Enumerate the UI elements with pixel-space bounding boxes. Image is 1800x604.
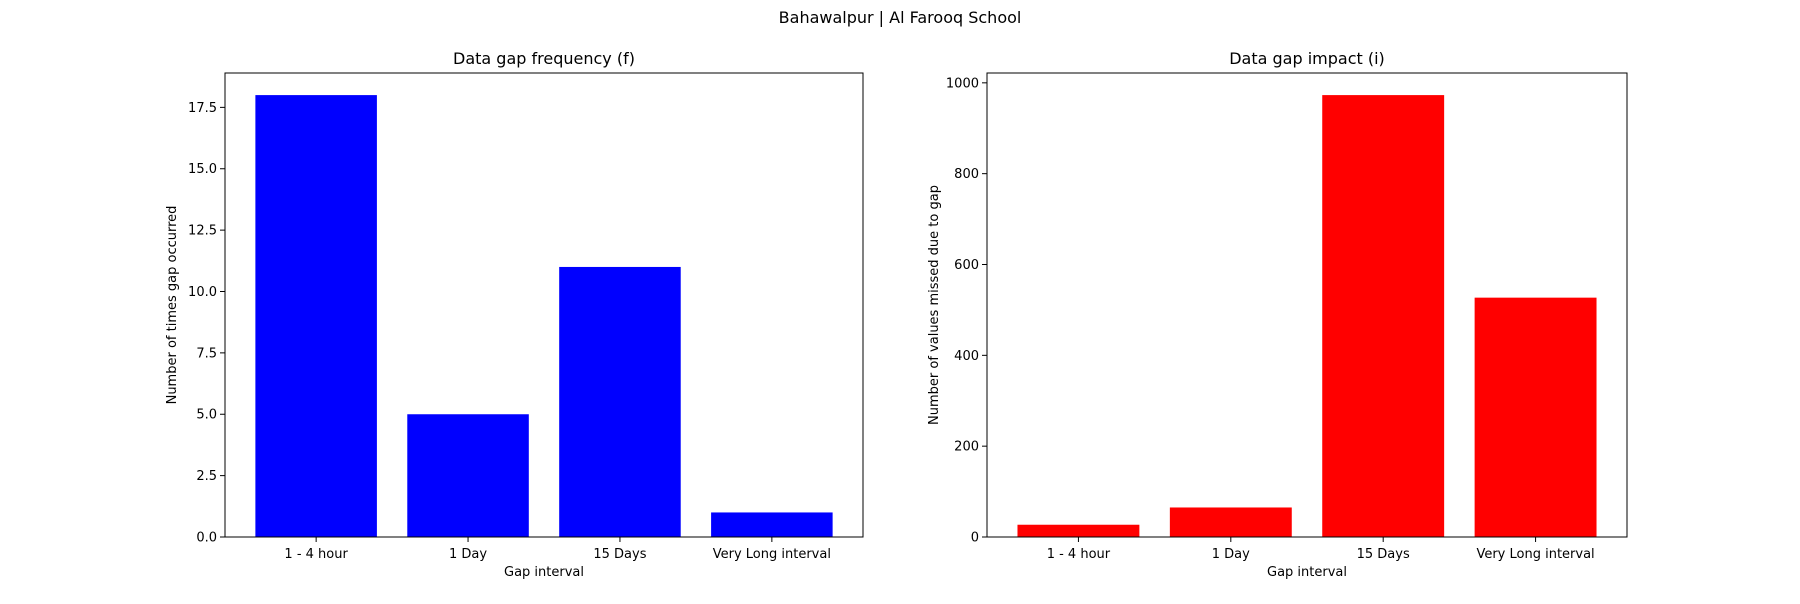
y-tick-label: 800 [954,167,979,182]
x-tick-label: Very Long interval [1476,547,1594,562]
x-tick-label: 1 - 4 hour [284,547,348,562]
y-tick-label: 200 [954,440,979,455]
y-tick-label: 15.0 [188,162,217,177]
y-tick-label: 5.0 [196,408,217,423]
bar [1169,507,1292,537]
y-tick-label: 600 [954,258,979,273]
bar [559,266,681,537]
y-tick-label: 7.5 [196,346,217,361]
y-tick-label: 17.5 [188,101,217,116]
bar [1474,297,1597,537]
y-tick-label: 2.5 [196,469,217,484]
x-tick-label: 1 - 4 hour [1047,547,1111,562]
y-tick-label: 12.5 [188,224,217,239]
x-tick-label: 1 Day [449,547,487,562]
x-tick-label: 15 Days [1357,547,1410,562]
y-axis-label: Number of times gap occurred [165,206,180,405]
x-axis-label: Gap interval [504,565,584,580]
figure-title: Bahawalpur | Al Farooq School [778,8,1022,27]
x-axis-label: Gap interval [1267,565,1347,580]
chart-panel-2: 0 200 400 600 800 1000 1 - 4 hour 1 Day 15 Days V… [927,49,1628,580]
x-tick-label: 15 Days [593,547,646,562]
y-axis-label: Number of values missed due to gap [927,185,942,425]
chart-title: Data gap impact (i) [1229,49,1385,68]
bar [1017,524,1140,537]
y-tick-label: 0.0 [196,531,217,546]
x-tick-label: 1 Day [1212,547,1250,562]
y-tick-label: 1000 [946,76,979,91]
chart-title: Data gap frequency (f) [453,49,635,68]
y-tick-label: 0 [971,531,979,546]
bar [407,414,529,537]
y-tick-label: 10.0 [188,285,217,300]
plot-frame [224,72,864,538]
x-tick-label: Very Long interval [713,547,831,562]
y-tick-label: 400 [954,349,979,364]
bar [711,512,833,537]
bar [255,95,377,537]
chart-panel-1: 0.0 2.5 5.0 7.5 10.0 12.5 15.0 17.5 1 - 4 hour 1 … [165,49,864,580]
bar [1322,95,1445,537]
plot-frame [986,72,1628,538]
